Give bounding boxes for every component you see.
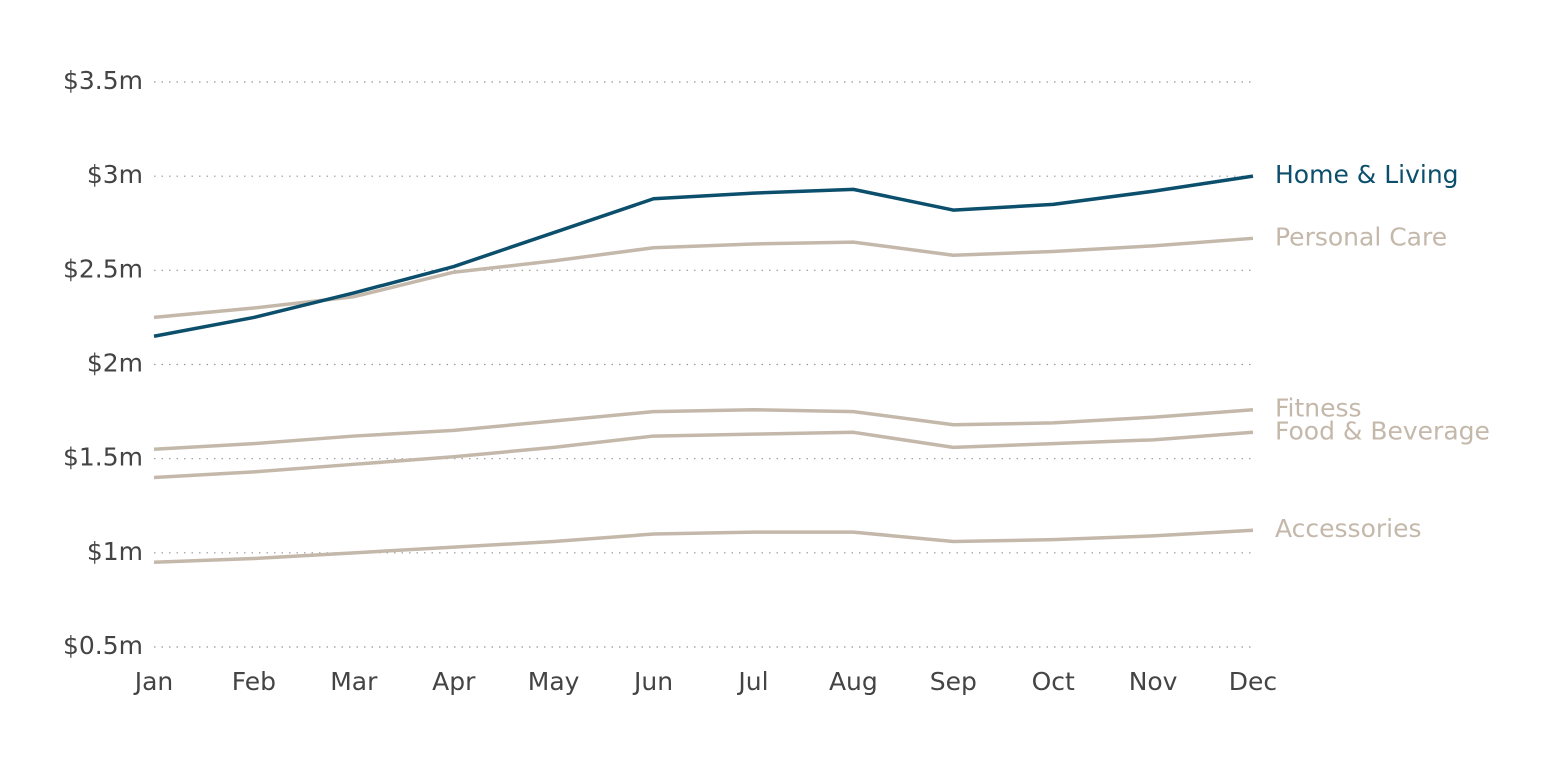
x-tick-label: Aug: [829, 667, 878, 696]
series-line: [153, 174, 1254, 338]
y-tick-label: $1m: [87, 537, 143, 566]
x-tick-label: Feb: [232, 667, 276, 696]
x-tick-label: Apr: [432, 667, 476, 696]
y-tick-label: $0.5m: [63, 631, 143, 660]
series-label: Accessories: [1275, 514, 1422, 543]
series-label: Home & Living: [1275, 160, 1459, 189]
x-tick-label: Dec: [1229, 667, 1277, 696]
y-tick-label: $1.5m: [63, 443, 143, 472]
series-line: [153, 528, 1254, 564]
series-label: Fitness: [1275, 394, 1362, 423]
x-tick-label: Nov: [1129, 667, 1178, 696]
x-tick-label: May: [528, 667, 580, 696]
y-tick-label: $2.5m: [63, 254, 143, 283]
series-line: [153, 430, 1254, 480]
y-tick-label: $3m: [87, 160, 143, 189]
x-tick-label: Jan: [133, 667, 174, 696]
series-line: [153, 236, 1254, 320]
x-tick-label: Jun: [632, 667, 673, 696]
y-tick-label: $3.5m: [63, 66, 143, 95]
x-tick-label: Oct: [1032, 667, 1075, 696]
series-label: Food & Beverage: [1275, 416, 1490, 445]
x-tick-label: Sep: [930, 667, 977, 696]
series-label: Personal Care: [1275, 222, 1447, 251]
x-tick-label: Jul: [736, 667, 768, 696]
y-tick-label: $2m: [87, 349, 143, 378]
x-tick-label: Mar: [330, 667, 378, 696]
series-line: [153, 407, 1254, 451]
